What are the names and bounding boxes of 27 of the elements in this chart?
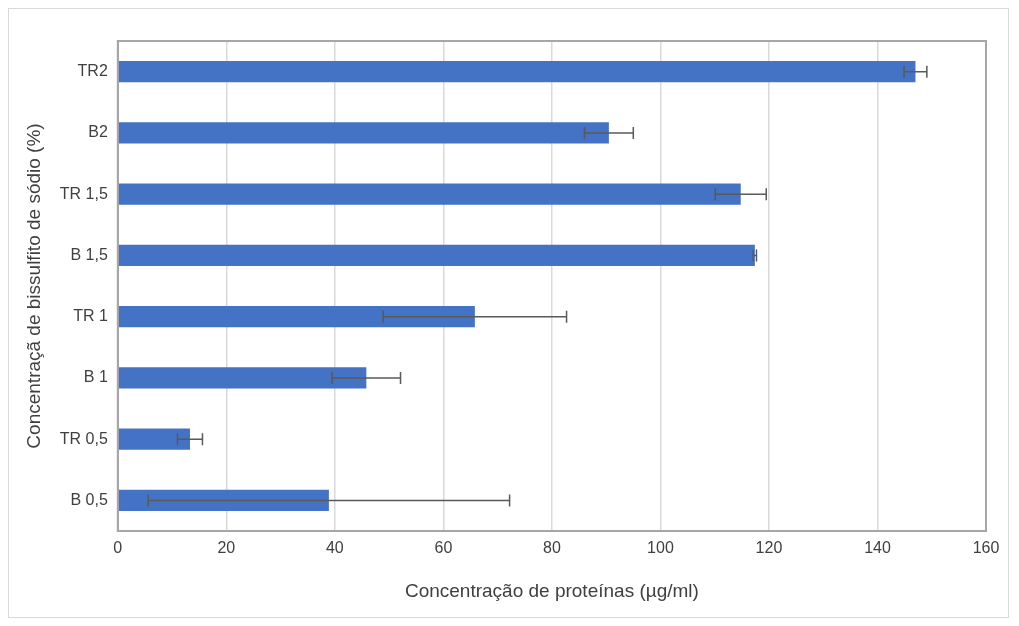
- x-tick-label: 120: [755, 539, 783, 557]
- x-tick-label: 100: [647, 539, 674, 557]
- y-tick-label: TR 1,5: [59, 184, 108, 202]
- x-tick-label: 140: [864, 539, 891, 557]
- bar: [118, 305, 475, 328]
- bar: [118, 183, 741, 205]
- y-tick-label: TR2: [77, 62, 108, 80]
- bar: [118, 428, 190, 450]
- bar: [118, 122, 609, 144]
- x-tick-label: 160: [972, 539, 1000, 557]
- y-tick-label: B 0,5: [70, 490, 108, 508]
- y-tick-label: B 1,5: [70, 245, 108, 263]
- x-tick-label: 40: [325, 539, 344, 557]
- bar: [118, 60, 916, 83]
- y-tick-label: B 1: [83, 368, 108, 386]
- x-axis-title: Concentração de proteínas (µg/ml): [404, 579, 699, 601]
- y-tick-label: TR 0,5: [59, 429, 108, 447]
- y-tick-label: B2: [88, 123, 108, 141]
- y-tick-label: TR 1: [73, 307, 108, 325]
- y-axis-title: Concentraçã de bissulfito de sódio (%): [22, 123, 44, 449]
- bar: [118, 367, 367, 389]
- x-tick-label: 0: [113, 539, 123, 557]
- x-tick-label: 80: [543, 539, 561, 557]
- x-tick-label: 60: [434, 539, 453, 557]
- bar: [118, 244, 755, 267]
- x-tick-label: 20: [217, 539, 236, 557]
- bar: [118, 489, 329, 512]
